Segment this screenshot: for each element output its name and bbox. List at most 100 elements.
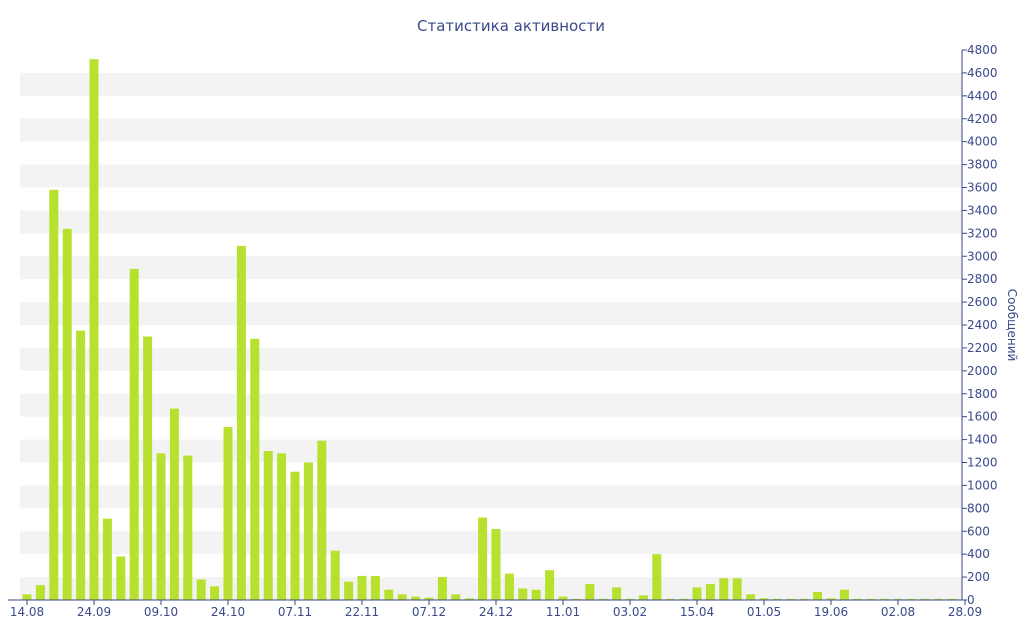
y-tick-label: 2200 xyxy=(967,341,998,355)
x-tick-label: 09.10 xyxy=(144,605,178,619)
bar xyxy=(196,579,206,600)
x-tick-label: 22.11 xyxy=(345,605,379,619)
y-tick-label: 1200 xyxy=(967,456,998,470)
bar xyxy=(772,598,782,600)
bar xyxy=(89,59,99,600)
grid-stripe xyxy=(20,302,962,325)
x-tick-label: 24.10 xyxy=(211,605,245,619)
grid-stripe xyxy=(20,210,962,234)
chart-title: Статистика активности xyxy=(417,17,605,35)
grid-stripe xyxy=(20,256,962,280)
bar xyxy=(236,245,246,600)
grid-stripe xyxy=(20,118,962,142)
y-tick-label: 4400 xyxy=(967,89,998,103)
bar xyxy=(156,453,166,600)
bar xyxy=(585,584,595,600)
bar xyxy=(906,598,916,600)
y-tick-label: 3200 xyxy=(967,226,998,240)
bar xyxy=(866,598,876,600)
bar xyxy=(290,471,300,600)
bar xyxy=(853,598,863,600)
bar xyxy=(571,598,581,600)
bars xyxy=(22,59,957,601)
bar xyxy=(518,588,528,600)
bar xyxy=(933,598,943,600)
bar xyxy=(22,594,32,600)
y-tick-label: 2600 xyxy=(967,295,998,309)
y-tick-label: 200 xyxy=(967,570,990,584)
y-tick-label: 4800 xyxy=(967,43,998,57)
bar xyxy=(370,575,380,600)
y-tick-label: 2000 xyxy=(967,364,998,378)
bar xyxy=(504,573,514,600)
bar xyxy=(598,598,608,600)
bar xyxy=(719,578,729,600)
bar xyxy=(478,517,488,600)
bar xyxy=(705,584,715,600)
bar xyxy=(317,440,327,600)
bar xyxy=(799,598,809,600)
y-tick-label: 600 xyxy=(967,524,990,538)
y-ticks: 0 200 400 600 800 1000 1200 1400 1600 1800 2000 220… xyxy=(962,43,998,607)
x-tick-label: 11.01 xyxy=(546,605,580,619)
bar xyxy=(638,595,648,600)
bar xyxy=(759,598,769,600)
bar xyxy=(384,589,394,600)
y-tick-label: 4200 xyxy=(967,112,998,126)
bar xyxy=(35,585,45,600)
bar xyxy=(531,589,541,600)
bar xyxy=(263,451,273,600)
bar xyxy=(411,596,421,600)
bar xyxy=(893,598,903,600)
bar xyxy=(786,598,796,600)
x-tick-label: 03.02 xyxy=(613,605,647,619)
y-tick-label: 3600 xyxy=(967,181,998,195)
bar xyxy=(491,529,501,600)
x-tick-label: 07.12 xyxy=(412,605,446,619)
bar xyxy=(397,594,407,600)
y-tick-label: 0 xyxy=(967,593,975,607)
y-tick-label: 3800 xyxy=(967,158,998,172)
bar xyxy=(223,427,233,600)
x-ticks: 14.08 24.09 09.10 24.10 07.11 22.11 07.12 24.12… xyxy=(10,600,982,619)
bar xyxy=(652,554,662,600)
bar xyxy=(357,575,367,600)
y-tick-label: 1000 xyxy=(967,478,998,492)
bar xyxy=(143,336,153,600)
y-tick-label: 2400 xyxy=(967,318,998,332)
bar xyxy=(692,587,702,600)
x-tick-label: 19.06 xyxy=(814,605,848,619)
bar xyxy=(746,594,756,600)
bar xyxy=(947,598,957,600)
bar xyxy=(437,577,447,600)
y-tick-label: 400 xyxy=(967,547,990,561)
bar xyxy=(250,338,260,601)
y-tick-label: 1600 xyxy=(967,410,998,424)
bar xyxy=(813,592,823,600)
bar xyxy=(880,598,890,600)
bar xyxy=(826,598,836,600)
y-tick-label: 4600 xyxy=(967,66,998,80)
y-tick-label: 800 xyxy=(967,501,990,515)
bar xyxy=(451,594,461,600)
grid-stripe xyxy=(20,164,962,188)
x-tick-label: 24.12 xyxy=(479,605,513,619)
x-tick-label: 28.09 xyxy=(948,605,982,619)
bar xyxy=(612,587,622,600)
y-tick-label: 2800 xyxy=(967,272,998,286)
y-axis-label: Сообщений xyxy=(1005,289,1019,362)
x-tick-label: 01.05 xyxy=(747,605,781,619)
bar xyxy=(62,228,72,601)
bar xyxy=(625,598,635,600)
x-tick-label: 02.08 xyxy=(881,605,915,619)
x-tick-label: 14.08 xyxy=(10,605,44,619)
bar xyxy=(920,598,930,600)
grid-stripes xyxy=(20,72,962,600)
x-tick-label: 07.11 xyxy=(278,605,312,619)
bar xyxy=(102,518,112,600)
bar xyxy=(277,453,287,600)
bar xyxy=(424,597,434,600)
bar xyxy=(303,462,313,600)
bar xyxy=(116,556,126,600)
